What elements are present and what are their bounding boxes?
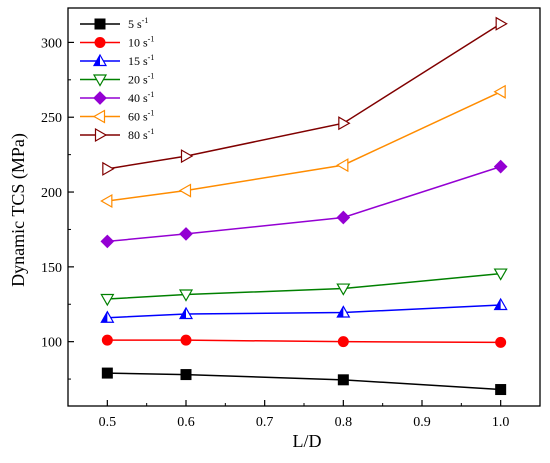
data-point <box>102 161 115 176</box>
legend-unit-superscript: -1 <box>148 109 155 118</box>
data-point-fill <box>337 306 344 317</box>
series-line <box>107 304 501 319</box>
series-0 <box>101 367 507 396</box>
legend-marker-fill <box>94 55 100 66</box>
x-tick-label: 0.7 <box>256 415 274 430</box>
y-tick-label: 100 <box>41 336 62 351</box>
series-line <box>107 272 501 300</box>
legend-unit-superscript: -1 <box>148 90 155 99</box>
legend-unit-superscript: -1 <box>148 72 155 81</box>
legend-item: 60 s-1 <box>80 109 154 124</box>
data-point <box>180 369 192 381</box>
legend-label: 80 s-1 <box>128 127 154 142</box>
legend-item: 40 s-1 <box>80 90 154 105</box>
legend-label: 15 s-1 <box>128 53 154 68</box>
legend-unit-superscript: -1 <box>148 35 155 44</box>
data-point <box>338 116 351 131</box>
legend-unit-superscript: -1 <box>142 16 149 25</box>
data-point <box>337 374 349 386</box>
legend-item: 15 s-1 <box>80 53 154 68</box>
data-point <box>100 234 115 249</box>
x-tick-label: 0.5 <box>99 415 117 430</box>
data-point <box>180 149 194 164</box>
series-line <box>107 339 501 344</box>
data-point <box>493 268 508 281</box>
series-line <box>107 165 501 243</box>
data-point-fill <box>101 311 108 323</box>
data-point <box>495 384 507 396</box>
data-point <box>178 289 194 302</box>
legend-unit-superscript: -1 <box>148 127 155 136</box>
legend-label: 5 s-1 <box>128 16 148 31</box>
series-line <box>107 91 501 202</box>
data-point-fill <box>180 307 186 319</box>
legend-marker <box>92 74 108 87</box>
series-4 <box>100 159 508 249</box>
series-line <box>107 372 501 391</box>
data-point <box>336 283 351 296</box>
data-point <box>337 336 349 348</box>
data-point <box>100 293 115 307</box>
legend-marker <box>93 91 107 105</box>
series-5 <box>100 84 506 209</box>
legend-marker <box>92 109 106 124</box>
data-point <box>178 183 192 198</box>
legend-label: 20 s-1 <box>128 72 154 87</box>
series-3 <box>100 268 508 307</box>
legend-marker <box>94 18 106 30</box>
y-tick-label: 150 <box>41 261 62 276</box>
data-point <box>336 158 349 173</box>
series-6 <box>102 16 508 176</box>
data-point <box>495 16 508 31</box>
x-axis-title: L/D <box>293 431 322 451</box>
legend-item: 5 s-1 <box>80 16 148 31</box>
data-point <box>100 193 113 209</box>
legend-item: 10 s-1 <box>80 35 154 50</box>
y-tick-label: 200 <box>41 186 62 201</box>
legend-unit-superscript: -1 <box>148 53 155 62</box>
legend-item: 20 s-1 <box>80 72 154 87</box>
data-point <box>101 334 113 346</box>
y-axis-title: Dynamic TCS (MPa) <box>8 133 29 287</box>
x-tick-label: 0.8 <box>335 415 353 430</box>
data-point <box>179 227 193 241</box>
x-tick-label: 0.6 <box>177 415 195 430</box>
y-tick-label: 300 <box>41 36 62 51</box>
series-1 <box>101 334 507 348</box>
y-tick-label: 250 <box>41 111 62 126</box>
legend-marker <box>94 127 108 143</box>
series-line <box>107 23 502 170</box>
series-2 <box>100 297 508 323</box>
legend-item: 80 s-1 <box>80 127 154 143</box>
data-point <box>101 367 113 379</box>
x-tick-label: 1.0 <box>492 415 510 430</box>
legend-label: 60 s-1 <box>128 109 154 124</box>
legend-label: 40 s-1 <box>128 90 154 105</box>
data-point <box>493 159 508 174</box>
legend-marker <box>94 37 106 48</box>
legend-label: 10 s-1 <box>128 35 154 50</box>
data-point <box>336 210 351 225</box>
data-point <box>180 334 192 346</box>
data-point <box>495 336 507 348</box>
data-point <box>493 84 506 99</box>
data-point-fill <box>494 299 501 310</box>
x-tick-label: 0.9 <box>413 415 431 430</box>
